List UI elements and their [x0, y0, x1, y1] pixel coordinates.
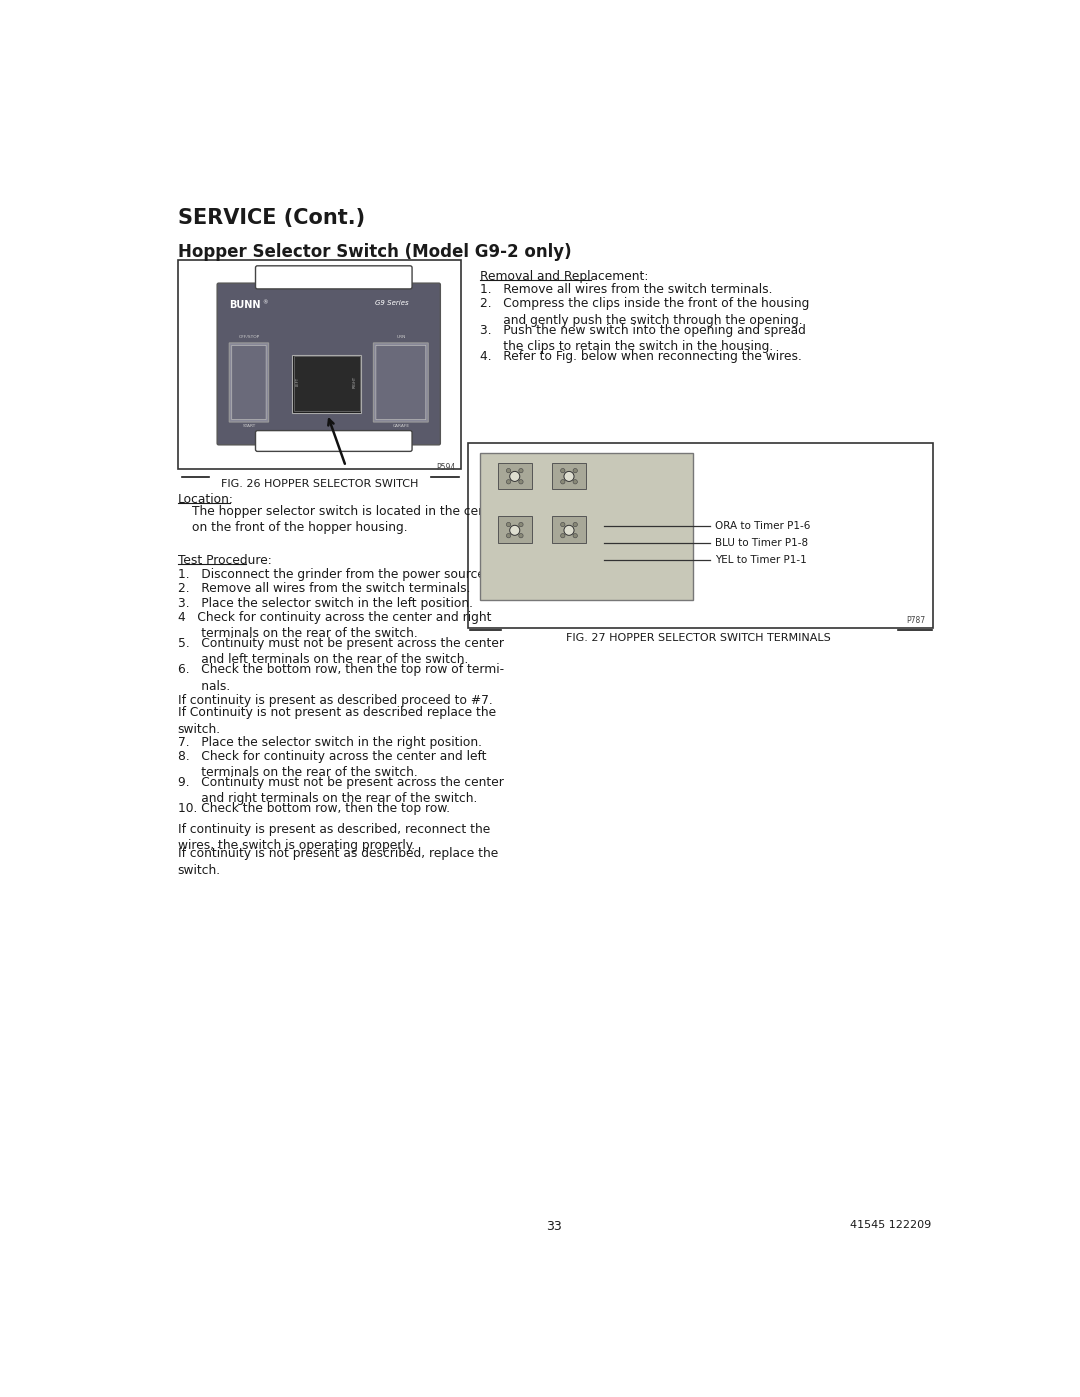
Text: 33: 33	[545, 1220, 562, 1234]
Text: 2.   Remove all wires from the switch terminals.: 2. Remove all wires from the switch term…	[177, 583, 470, 595]
Text: 6.   Check the bottom row, then the top row of termi-
      nals.: 6. Check the bottom row, then the top ro…	[177, 664, 503, 693]
Text: FIG. 27 HOPPER SELECTOR SWITCH TERMINALS: FIG. 27 HOPPER SELECTOR SWITCH TERMINALS	[566, 633, 831, 643]
Bar	[469, 443, 933, 629]
Text: The hopper selector switch is located in the center
on the front of the hopper h: The hopper selector switch is located in…	[191, 504, 503, 535]
Text: G9 Series: G9 Series	[375, 300, 409, 306]
Text: 3.   Place the selector switch in the left position.: 3. Place the selector switch in the left…	[177, 597, 473, 609]
Circle shape	[510, 471, 519, 482]
Circle shape	[518, 479, 523, 483]
Text: SERVICE (Cont.): SERVICE (Cont.)	[177, 208, 365, 228]
Text: P594: P594	[436, 462, 455, 472]
Circle shape	[507, 468, 511, 472]
FancyBboxPatch shape	[232, 345, 266, 419]
Text: Removal and Replacement:: Removal and Replacement:	[480, 270, 648, 284]
Bar	[552, 462, 586, 489]
FancyBboxPatch shape	[229, 342, 269, 422]
FancyBboxPatch shape	[217, 284, 441, 444]
Circle shape	[507, 479, 511, 483]
Text: 4.   Refer to Fig. below when reconnecting the wires.: 4. Refer to Fig. below when reconnecting…	[480, 349, 801, 363]
Circle shape	[561, 479, 565, 483]
Text: 4   Check for continuity across the center and right
      terminals on the rear: 4 Check for continuity across the center…	[177, 610, 491, 640]
Text: P787: P787	[906, 616, 926, 624]
Text: URN: URN	[396, 335, 405, 339]
Bar	[294, 356, 360, 411]
Text: If continuity is present as described, reconnect the
wires, the switch is operat: If continuity is present as described, r…	[177, 823, 490, 852]
Text: FIG. 26 HOPPER SELECTOR SWITCH: FIG. 26 HOPPER SELECTOR SWITCH	[220, 479, 418, 489]
Circle shape	[518, 522, 523, 527]
FancyBboxPatch shape	[256, 265, 413, 289]
Text: If Continuity is not present as described replace the
switch.: If Continuity is not present as describe…	[177, 707, 496, 736]
Bar	[293, 355, 362, 412]
Bar	[498, 462, 531, 489]
Bar	[498, 517, 531, 542]
Text: Location:: Location:	[177, 493, 233, 506]
Text: ORA to Timer P1-6: ORA to Timer P1-6	[715, 521, 810, 531]
Bar	[480, 453, 693, 601]
Text: 2.   Compress the clips inside the front of the housing
      and gently push th: 2. Compress the clips inside the front o…	[480, 298, 809, 327]
Text: If continuity is present as described proceed to #7.: If continuity is present as described pr…	[177, 694, 492, 707]
Text: BUNN: BUNN	[230, 300, 261, 310]
Text: 41545 122209: 41545 122209	[850, 1220, 932, 1231]
Circle shape	[510, 525, 519, 535]
FancyBboxPatch shape	[256, 430, 413, 451]
Text: 5.   Continuity must not be present across the center
      and left terminals o: 5. Continuity must not be present across…	[177, 637, 503, 666]
Circle shape	[507, 534, 511, 538]
Text: RIGHT: RIGHT	[352, 376, 356, 388]
Circle shape	[573, 522, 578, 527]
Circle shape	[573, 479, 578, 483]
Text: Hopper Selector Switch (Model G9-2 only): Hopper Selector Switch (Model G9-2 only)	[177, 243, 571, 261]
Text: If continuity is not present as described, replace the
switch.: If continuity is not present as describe…	[177, 847, 498, 877]
FancyBboxPatch shape	[376, 345, 426, 419]
Circle shape	[561, 522, 565, 527]
Circle shape	[518, 534, 523, 538]
Bar	[177, 260, 460, 469]
Text: 10. Check the bottom row, then the top row.: 10. Check the bottom row, then the top r…	[177, 802, 449, 814]
Circle shape	[561, 468, 565, 472]
Text: OFF/STOP: OFF/STOP	[239, 335, 259, 339]
Text: 8.   Check for continuity across the center and left
      terminals on the rear: 8. Check for continuity across the cente…	[177, 750, 486, 780]
Text: CARAFE: CARAFE	[392, 425, 409, 427]
Circle shape	[507, 522, 511, 527]
Text: YEL to Timer P1-1: YEL to Timer P1-1	[715, 556, 807, 566]
Text: START: START	[242, 425, 256, 427]
Circle shape	[564, 471, 575, 482]
Text: 1.   Disconnect the grinder from the power source.: 1. Disconnect the grinder from the power…	[177, 569, 488, 581]
Circle shape	[573, 468, 578, 472]
Text: LEFT: LEFT	[296, 377, 300, 386]
Circle shape	[518, 468, 523, 472]
Text: 3.   Push the new switch into the opening and spread
      the clips to retain t: 3. Push the new switch into the opening …	[480, 324, 806, 353]
FancyBboxPatch shape	[374, 342, 429, 422]
Circle shape	[573, 534, 578, 538]
Bar	[552, 517, 586, 542]
Text: BLU to Timer P1-8: BLU to Timer P1-8	[715, 538, 808, 549]
Text: 9.   Continuity must not be present across the center
      and right terminals : 9. Continuity must not be present across…	[177, 775, 503, 806]
Text: 1.   Remove all wires from the switch terminals.: 1. Remove all wires from the switch term…	[480, 284, 772, 296]
Circle shape	[564, 525, 575, 535]
Text: ®: ®	[262, 300, 268, 305]
Circle shape	[561, 534, 565, 538]
Text: Test Procedure:: Test Procedure:	[177, 555, 271, 567]
Text: 7.   Place the selector switch in the right position.: 7. Place the selector switch in the righ…	[177, 735, 482, 749]
